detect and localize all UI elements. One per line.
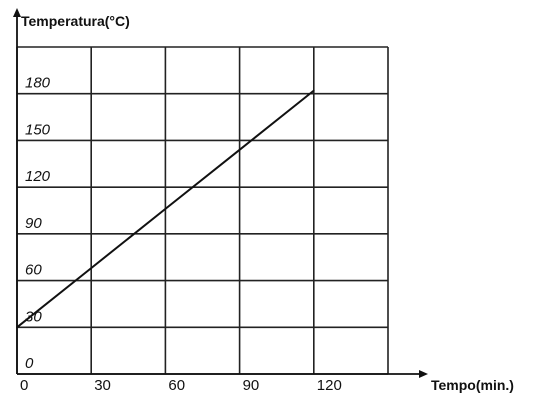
y-axis-arrow-icon bbox=[13, 8, 21, 17]
y-tick-label: 90 bbox=[25, 215, 42, 232]
data-point bbox=[16, 326, 18, 329]
x-tick-label: 120 bbox=[317, 377, 342, 394]
y-tick-label: 60 bbox=[25, 262, 42, 279]
y-tick-label: 120 bbox=[25, 168, 51, 185]
y-tick-label: 180 bbox=[25, 75, 51, 92]
data-point bbox=[313, 89, 315, 92]
data-point bbox=[90, 267, 92, 269]
y-axis-title: Temperatura(°C) bbox=[21, 13, 130, 29]
x-tick-label: 30 bbox=[94, 377, 111, 394]
data-point bbox=[238, 148, 241, 151]
x-tick-labels: 0 30 60 90 120 bbox=[20, 377, 342, 394]
axes bbox=[13, 8, 428, 378]
x-axis-arrow-icon bbox=[419, 370, 428, 378]
x-tick-label: 0 bbox=[20, 377, 28, 394]
y-tick-label: 150 bbox=[25, 121, 51, 138]
y-tick-labels: 0 30 60 90 120 150 180 bbox=[25, 75, 51, 372]
y-tick-label: 0 bbox=[25, 355, 34, 372]
x-tick-label: 60 bbox=[168, 377, 185, 394]
x-axis-title: Tempo(min.) bbox=[431, 377, 514, 393]
data-point bbox=[164, 208, 167, 210]
series bbox=[16, 89, 315, 329]
x-tick-label: 90 bbox=[243, 377, 260, 394]
y-tick-label: 30 bbox=[25, 308, 42, 325]
grid bbox=[16, 46, 389, 375]
